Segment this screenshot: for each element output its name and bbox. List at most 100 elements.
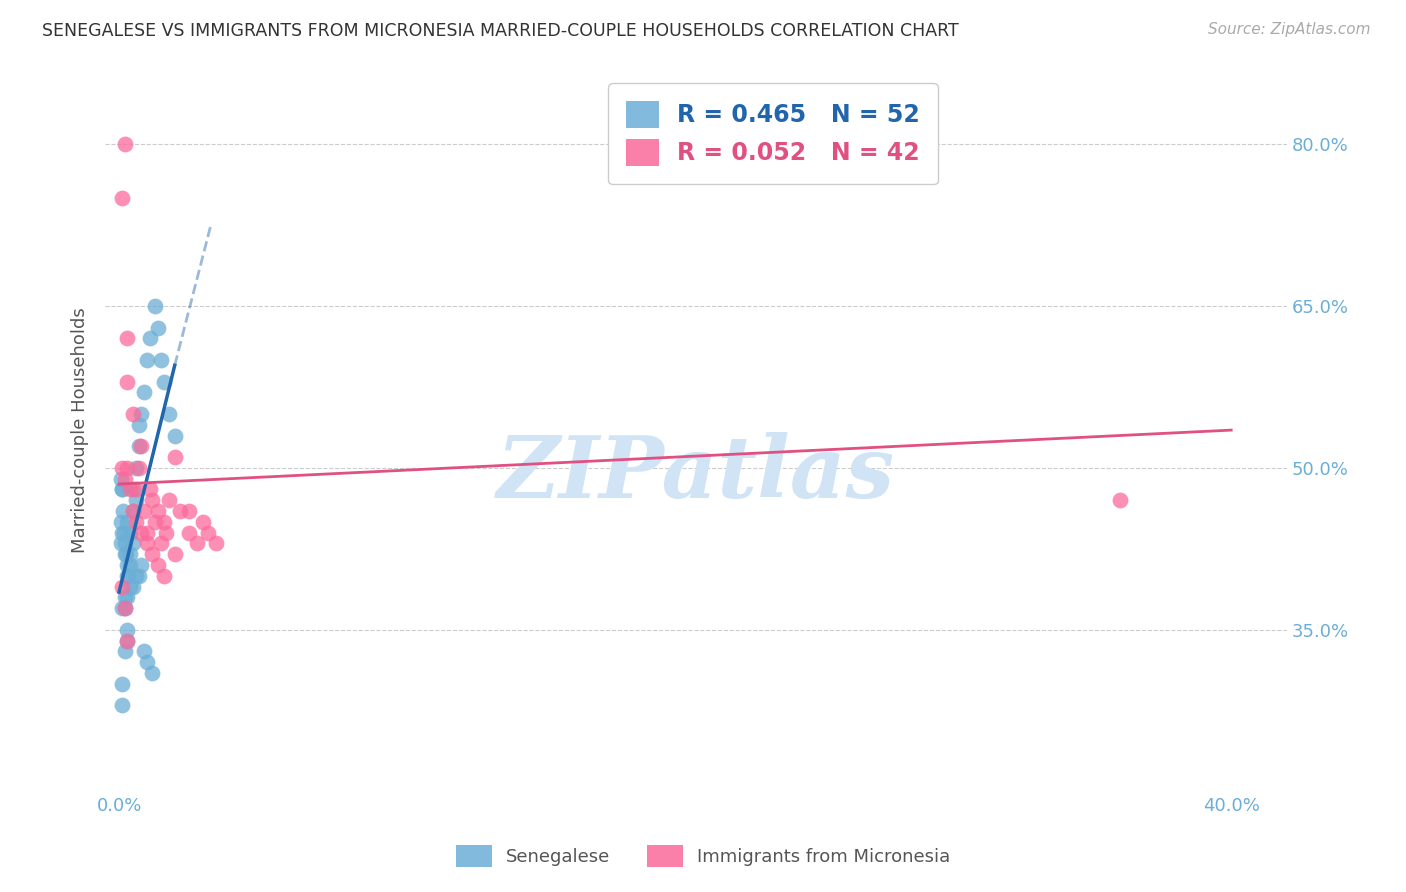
Point <box>141 547 163 561</box>
Point <box>141 665 163 680</box>
Text: Source: ZipAtlas.com: Source: ZipAtlas.com <box>1208 22 1371 37</box>
Point <box>122 483 145 497</box>
Point <box>120 525 142 540</box>
Point <box>111 580 134 594</box>
Point <box>177 525 200 540</box>
Point <box>117 331 139 345</box>
Point <box>128 461 150 475</box>
Point <box>125 483 148 497</box>
Point <box>152 515 174 529</box>
Legend: Senegalese, Immigrants from Micronesia: Senegalese, Immigrants from Micronesia <box>449 838 957 874</box>
Point <box>111 483 134 497</box>
Point <box>135 525 157 540</box>
Point <box>149 536 172 550</box>
Point <box>128 439 150 453</box>
Point <box>152 569 174 583</box>
Point <box>157 407 180 421</box>
Point <box>205 536 228 550</box>
Point <box>111 483 134 497</box>
Point <box>155 525 177 540</box>
Point <box>122 580 145 594</box>
Point <box>1109 493 1132 508</box>
Point <box>134 504 156 518</box>
Point <box>111 461 134 475</box>
Text: SENEGALESE VS IMMIGRANTS FROM MICRONESIA MARRIED-COUPLE HOUSEHOLDS CORRELATION C: SENEGALESE VS IMMIGRANTS FROM MICRONESIA… <box>42 22 959 40</box>
Point <box>152 375 174 389</box>
Point <box>112 504 135 518</box>
Point <box>131 525 153 540</box>
Point <box>117 633 139 648</box>
Legend: R = 0.465   N = 52, R = 0.052   N = 42: R = 0.465 N = 52, R = 0.052 N = 42 <box>609 83 938 184</box>
Point <box>114 644 136 658</box>
Point <box>191 515 214 529</box>
Point <box>122 504 145 518</box>
Point <box>114 547 136 561</box>
Point <box>138 483 160 497</box>
Point <box>131 407 153 421</box>
Point <box>117 569 139 583</box>
Point <box>134 644 156 658</box>
Point <box>163 450 186 464</box>
Point <box>177 504 200 518</box>
Point <box>117 633 139 648</box>
Y-axis label: Married-couple Households: Married-couple Households <box>72 307 89 553</box>
Point <box>125 493 148 508</box>
Point <box>131 558 153 572</box>
Text: ZIPatlas: ZIPatlas <box>496 432 896 516</box>
Point <box>110 536 132 550</box>
Point <box>114 601 136 615</box>
Point <box>114 472 136 486</box>
Point <box>111 601 134 615</box>
Point <box>120 558 142 572</box>
Point <box>157 493 180 508</box>
Point <box>117 558 139 572</box>
Point <box>117 569 139 583</box>
Point <box>169 504 191 518</box>
Point <box>122 504 145 518</box>
Point <box>135 655 157 669</box>
Point <box>197 525 219 540</box>
Point <box>143 515 166 529</box>
Point <box>163 428 186 442</box>
Point <box>131 439 153 453</box>
Point <box>122 407 145 421</box>
Point <box>120 580 142 594</box>
Point <box>125 461 148 475</box>
Point <box>186 536 208 550</box>
Point <box>120 483 142 497</box>
Point <box>114 601 136 615</box>
Point <box>125 569 148 583</box>
Point <box>128 569 150 583</box>
Point <box>117 461 139 475</box>
Point <box>114 536 136 550</box>
Point <box>114 137 136 152</box>
Point <box>134 385 156 400</box>
Point <box>117 375 139 389</box>
Point <box>111 677 134 691</box>
Point <box>146 558 169 572</box>
Point <box>111 698 134 713</box>
Point <box>117 623 139 637</box>
Point <box>138 331 160 345</box>
Point <box>163 547 186 561</box>
Point <box>115 547 138 561</box>
Point <box>143 299 166 313</box>
Point <box>111 191 134 205</box>
Point <box>122 536 145 550</box>
Point <box>125 515 148 529</box>
Point <box>135 353 157 368</box>
Point <box>117 591 139 605</box>
Point <box>112 525 135 540</box>
Point <box>141 493 163 508</box>
Point <box>117 515 139 529</box>
Point <box>128 417 150 432</box>
Point <box>110 515 132 529</box>
Point <box>149 353 172 368</box>
Point <box>114 591 136 605</box>
Point <box>135 536 157 550</box>
Point <box>120 547 142 561</box>
Point <box>146 504 169 518</box>
Point <box>146 320 169 334</box>
Point <box>111 525 134 540</box>
Point <box>110 472 132 486</box>
